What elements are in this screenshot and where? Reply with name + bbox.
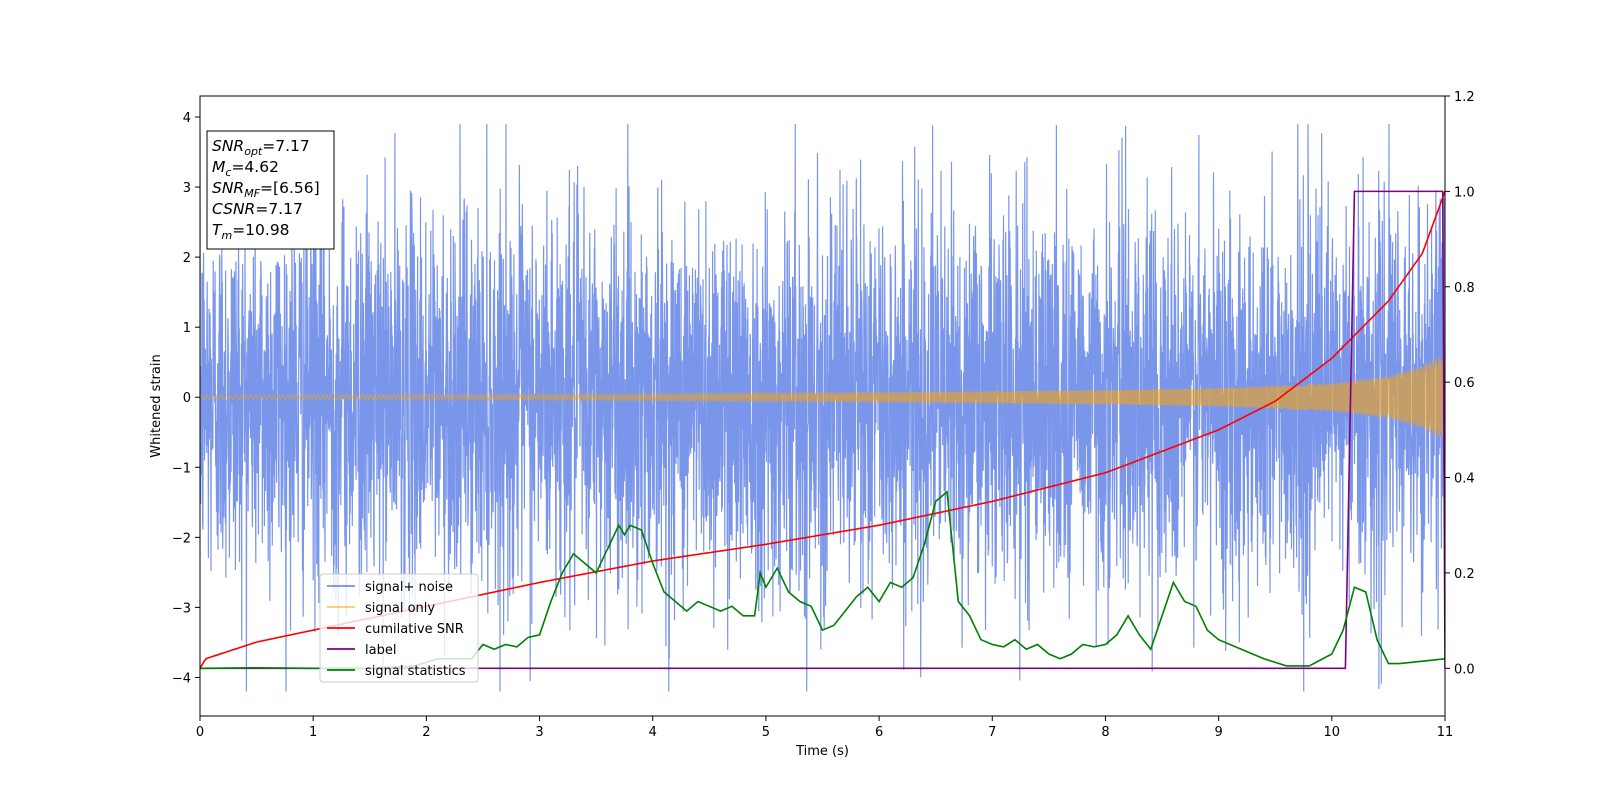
annotation-line: Mc=4.62: [212, 158, 279, 179]
y2-tick-label: 0.6: [1454, 376, 1475, 391]
annotation-line: Tm=10.98: [212, 221, 290, 242]
y-tick-label: −3: [172, 601, 191, 616]
x-tick-label: 8: [1101, 725, 1109, 740]
legend-entry: cumilative SNR: [365, 622, 464, 637]
annotation-line: CSNR=7.17: [212, 200, 303, 218]
x-tick-label: 5: [762, 725, 770, 740]
legend-entry: label: [365, 643, 396, 658]
x-tick-label: 3: [535, 725, 543, 740]
series-signal-statistics: [200, 490, 1445, 670]
legend-entry: signal+ noise: [365, 580, 453, 595]
y-tick-label: −1: [172, 461, 191, 476]
y-tick-label: 0: [183, 391, 191, 406]
x-tick-label: 1: [309, 725, 317, 740]
x-tick-label: 6: [875, 725, 883, 740]
x-tick-label: 0: [196, 725, 204, 740]
y-tick-label: 4: [183, 111, 191, 126]
y2-tick-label: 1.0: [1454, 185, 1475, 200]
y2-tick-label: 0.8: [1454, 281, 1475, 296]
axes: 0 1 2 3 4 5 6 7 8 9 10 11 −4 −3 −2 −1 0 1 2 3 4 0.0 0.2 0.4 0.6 0…: [172, 90, 1475, 740]
y-axis-label: Whitened strain: [149, 354, 164, 457]
series-signal-only: [200, 355, 1444, 438]
series-label: [200, 190, 1445, 670]
x-tick-label: 2: [422, 725, 430, 740]
y2-tick-label: 0.4: [1454, 472, 1475, 487]
annotation-frame: [206, 130, 335, 250]
x-tick-label: 9: [1214, 725, 1222, 740]
y-tick-label: −2: [172, 531, 191, 546]
legend-entry: signal only: [365, 601, 435, 616]
x-axis-label: Time (s): [795, 744, 849, 759]
legend-frame: [319, 573, 479, 683]
y2-tick-label: 0.0: [1454, 662, 1475, 677]
axes-frame: [199, 95, 1446, 717]
y2-tick-label: 0.2: [1454, 567, 1475, 582]
y-tick-label: −4: [172, 671, 191, 686]
x-tick-label: 7: [988, 725, 996, 740]
legend: signal+ noise signal only cumilative SNR la…: [319, 573, 479, 683]
annotation-line: SNRMF=[6.56]: [212, 179, 320, 200]
series-signal-noise: [200, 123, 1445, 692]
x-tick-label: 11: [1437, 725, 1454, 740]
y-tick-label: 2: [183, 251, 191, 266]
x-tick-label: 4: [649, 725, 657, 740]
y-tick-label: 3: [183, 181, 191, 196]
annotation-line: SNRopt=7.17: [212, 137, 310, 158]
y-tick-label: 1: [183, 321, 191, 336]
y2-tick-label: 1.2: [1454, 90, 1475, 105]
legend-entry: signal statistics: [365, 664, 466, 679]
x-tick-label: 10: [1324, 725, 1341, 740]
